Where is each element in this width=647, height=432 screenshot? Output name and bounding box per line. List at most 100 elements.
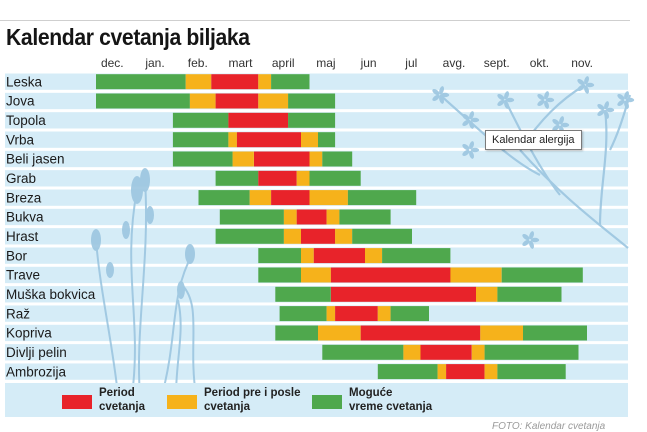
bar-shoulder	[185, 74, 212, 90]
leaf	[469, 111, 475, 120]
leaf	[560, 122, 570, 128]
leaf	[462, 144, 470, 151]
bar-possible	[172, 112, 229, 128]
bar-shoulder	[258, 74, 272, 90]
grass-seedhead	[106, 262, 114, 278]
grass-seedhead	[140, 168, 150, 192]
leaf	[504, 100, 510, 109]
bar-possible	[172, 151, 233, 167]
bar-shoulder	[476, 286, 498, 302]
bar-peak	[254, 151, 310, 167]
bar-possible	[377, 364, 438, 380]
tooltip: Kalendar alergija	[485, 130, 582, 150]
bar-shoulder	[283, 209, 297, 225]
leaf	[529, 231, 535, 240]
bar-peak	[296, 209, 327, 225]
month-label: jun	[360, 56, 377, 70]
bar-possible	[322, 151, 353, 167]
month-label: sept.	[484, 56, 510, 70]
grass-illustration	[91, 168, 197, 396]
bar-possible	[215, 170, 259, 186]
bar-peak	[228, 112, 289, 128]
grass-stem	[181, 284, 197, 396]
bar-peak	[330, 267, 451, 283]
bar-possible	[288, 93, 336, 109]
leaf	[462, 114, 470, 121]
bar-shoulder	[189, 93, 216, 109]
bar-shoulder	[301, 267, 331, 283]
month-label: nov.	[571, 56, 593, 70]
legend-label: Period pre i posle	[204, 387, 301, 399]
legend-label: Moguće	[349, 387, 392, 399]
photo-credit: FOTO: Kalendar cvetanja	[492, 421, 606, 432]
bar-shoulder	[365, 248, 383, 264]
bar-shoulder	[301, 132, 319, 148]
plant-label: Raž	[6, 306, 30, 321]
bar-possible	[339, 209, 391, 225]
leaf	[545, 97, 555, 103]
leaf	[470, 117, 480, 123]
grass-seedhead	[185, 244, 195, 264]
leaf	[604, 110, 610, 119]
plant-label: Beli jasen	[6, 152, 65, 167]
plant-label: Leska	[6, 74, 43, 89]
bar-possible	[309, 170, 361, 186]
tree-branch-illustration	[432, 76, 635, 249]
bar-possible	[96, 93, 190, 109]
bar-possible	[322, 344, 404, 360]
bar-shoulder	[249, 190, 271, 206]
bar-possible	[497, 286, 562, 302]
leaf	[544, 100, 550, 109]
leaf	[505, 97, 515, 103]
chart-legend: Period cvetanja Period pre i posle cvetanja…	[5, 383, 628, 417]
month-label: avg.	[443, 56, 466, 70]
bar-peak	[215, 93, 259, 109]
bar-peak	[258, 170, 297, 186]
month-label: maj	[316, 56, 335, 70]
leaf	[497, 94, 505, 101]
leaf	[439, 86, 445, 95]
bar-possible	[382, 248, 451, 264]
bar-shoulder	[228, 132, 237, 148]
legend-swatch	[167, 395, 197, 409]
bar-shoulder	[450, 267, 502, 283]
leaf	[624, 91, 630, 100]
leaf	[559, 116, 565, 125]
legend-label: cvetanja	[204, 401, 251, 413]
bar-possible	[279, 306, 327, 322]
bar-possible	[258, 267, 301, 283]
leaf	[469, 150, 475, 159]
bar-possible	[390, 306, 429, 322]
month-label: dec.	[101, 56, 124, 70]
leaf	[439, 95, 445, 104]
bar-possible	[215, 228, 284, 244]
grass-stem	[137, 179, 148, 396]
leaf	[585, 82, 595, 88]
leaf	[522, 239, 530, 246]
bar-possible	[271, 74, 310, 90]
bar-peak	[271, 190, 310, 206]
legend-label: cvetanja	[99, 401, 146, 413]
bar-peak	[211, 74, 259, 90]
grass-stem	[161, 254, 193, 396]
bar-shoulder	[326, 209, 340, 225]
grass-seedhead	[177, 281, 185, 299]
plant-label: Bukva	[6, 210, 44, 225]
bar-possible	[275, 325, 318, 341]
bar-peak	[301, 228, 336, 244]
leaf	[552, 119, 560, 126]
legend-swatch	[62, 395, 92, 409]
plant-label: Hrast	[6, 229, 39, 244]
branch	[519, 149, 629, 249]
leaf	[604, 101, 610, 110]
plant-label: Muška bokvica	[6, 287, 96, 302]
grass-seedhead	[131, 176, 143, 204]
bar-possible	[275, 286, 331, 302]
leaf	[440, 92, 450, 98]
bar-peak	[236, 132, 301, 148]
leaf	[584, 76, 590, 85]
bar-peak	[446, 364, 485, 380]
bar-possible	[484, 344, 579, 360]
bar-shoulder	[326, 306, 336, 322]
